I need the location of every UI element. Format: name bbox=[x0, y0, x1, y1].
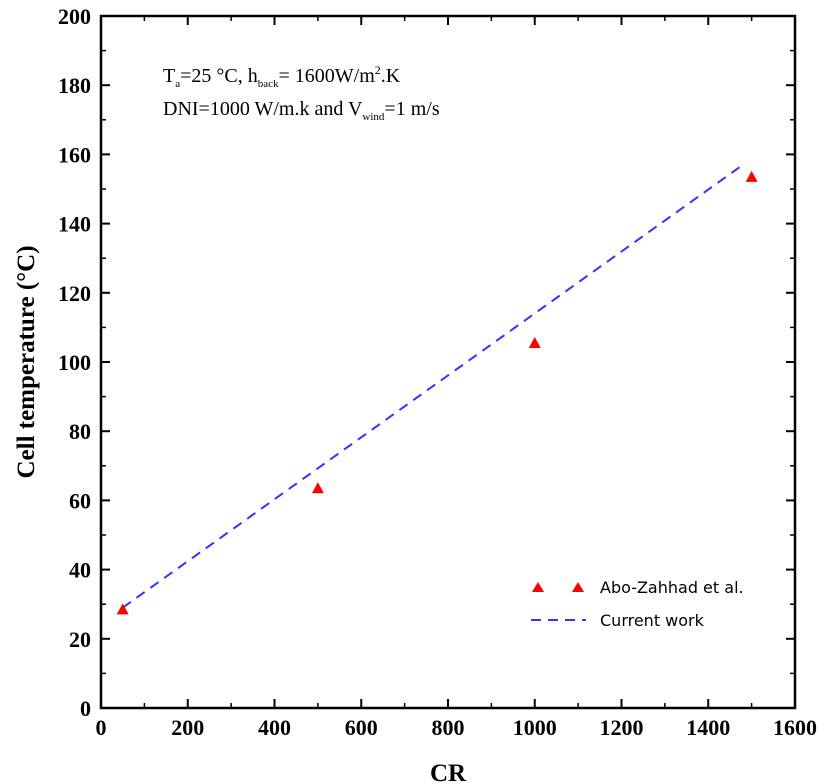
x-axis-ticks: 0 200 400 600 800 1000 1200 1400 1600 bbox=[96, 16, 817, 740]
legend: Abo-Zahhad et al. Current work bbox=[531, 578, 744, 630]
legend-marker-1b bbox=[572, 582, 584, 592]
y-tick-label: 200 bbox=[58, 4, 91, 29]
x-tick-label: 1400 bbox=[686, 715, 730, 740]
y-tick-label: 80 bbox=[69, 419, 91, 444]
abo-zahhad-point bbox=[528, 336, 541, 348]
y-tick-label: 60 bbox=[69, 488, 91, 513]
y-axis-title: Cell temperature (°C) bbox=[13, 245, 40, 478]
y-tick-label: 120 bbox=[58, 281, 91, 306]
abo-zahhad-point bbox=[116, 603, 129, 615]
y-tick-label: 20 bbox=[69, 627, 91, 652]
y-axis-ticks: 0 20 40 60 80 100 120 140 160 180 200 bbox=[58, 4, 795, 721]
x-tick-label: 800 bbox=[432, 715, 465, 740]
abo-zahhad-point bbox=[745, 170, 758, 182]
x-tick-label: 200 bbox=[171, 715, 204, 740]
series-layer bbox=[116, 163, 758, 615]
annotation-line-2: DNI=1000 W/m.k and Vwind=1 m/s bbox=[163, 98, 440, 123]
annotation-line-1: Ta=25 °C, hback= 1600W/m2.K bbox=[163, 63, 401, 90]
legend-label-current-work: Current work bbox=[600, 611, 705, 630]
current-work-line bbox=[122, 163, 744, 609]
legend-label-abo-zahhad: Abo-Zahhad et al. bbox=[600, 578, 744, 597]
y-tick-label: 100 bbox=[58, 350, 91, 375]
legend-marker-1a bbox=[532, 582, 544, 592]
x-tick-label: 1000 bbox=[513, 715, 557, 740]
y-tick-label: 40 bbox=[69, 558, 91, 583]
x-tick-label: 600 bbox=[345, 715, 378, 740]
abo-zahhad-point bbox=[311, 482, 324, 494]
x-tick-label: 0 bbox=[96, 715, 107, 740]
y-tick-label: 160 bbox=[58, 142, 91, 167]
x-tick-label: 400 bbox=[258, 715, 291, 740]
x-tick-label: 1600 bbox=[773, 715, 817, 740]
y-tick-label: 180 bbox=[58, 73, 91, 98]
x-axis-title: CR bbox=[430, 760, 467, 784]
x-tick-label: 1200 bbox=[600, 715, 644, 740]
y-tick-label: 140 bbox=[58, 212, 91, 237]
y-tick-label: 0 bbox=[80, 696, 91, 721]
